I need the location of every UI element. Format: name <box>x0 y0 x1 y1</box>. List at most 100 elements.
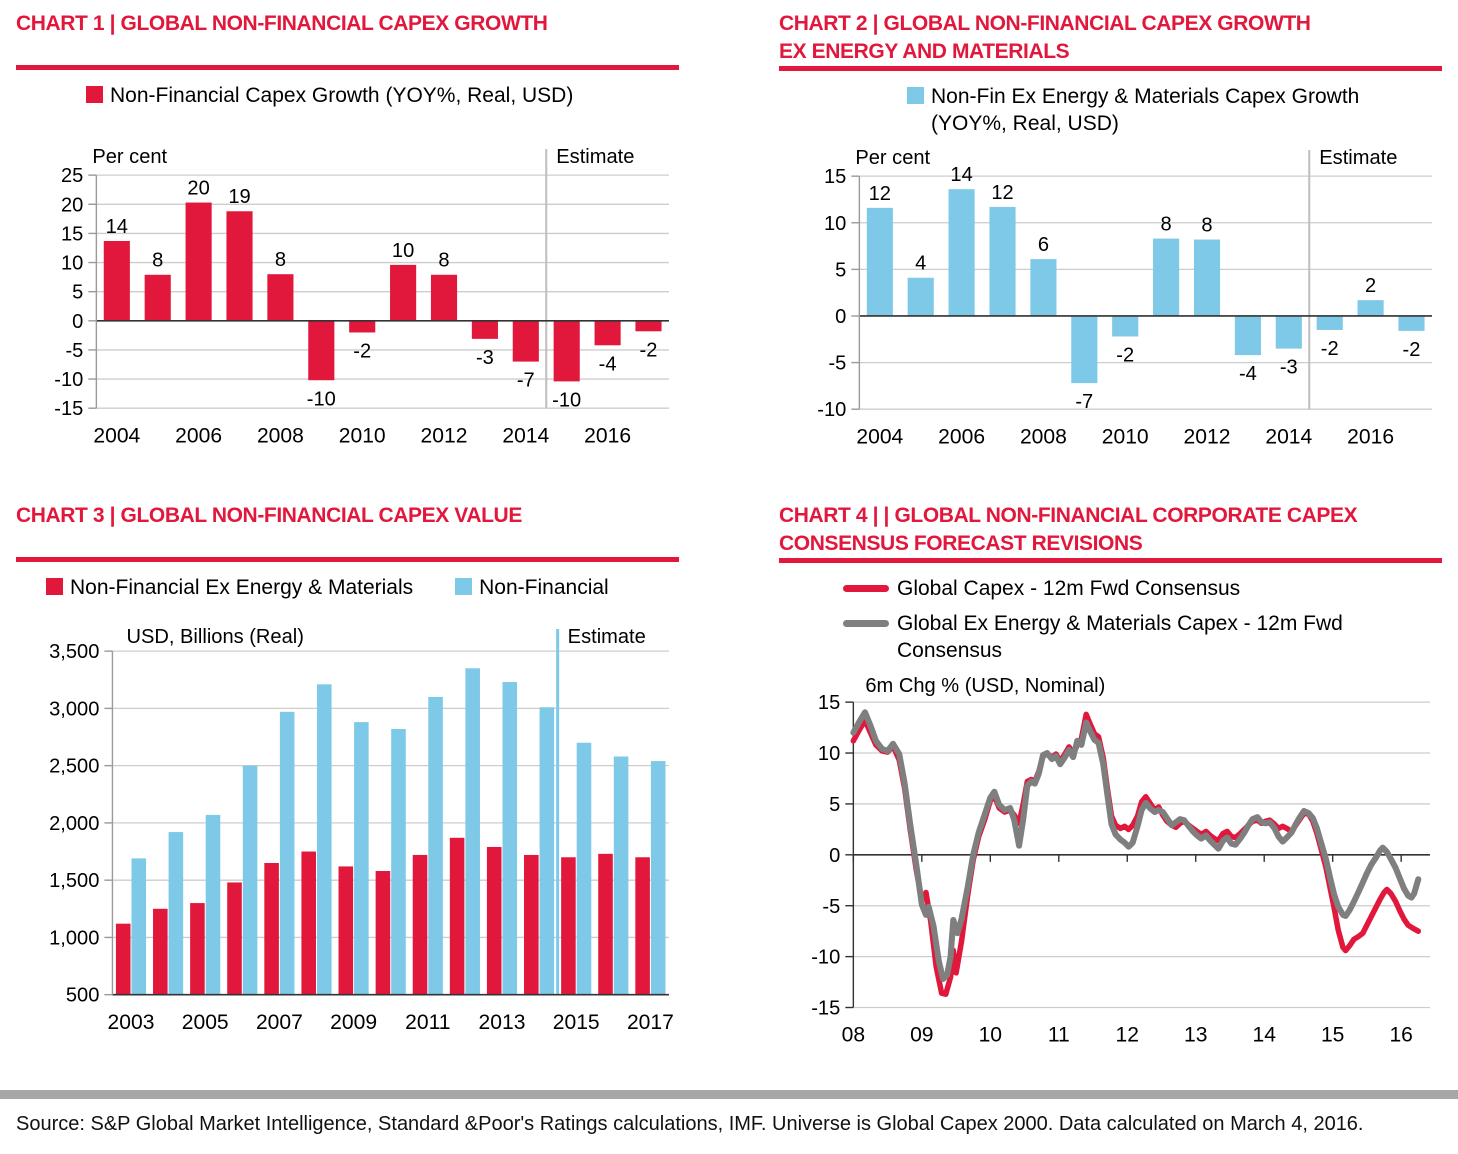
chart3-legend-label-nonfinancial: Non-Financial <box>479 575 609 599</box>
charts-grid: CHART 1 | GLOBAL NON-FINANCIAL CAPEX GRO… <box>16 10 1442 1074</box>
svg-text:-10: -10 <box>552 390 581 412</box>
chart1-legend: Non-Financial Capex Growth (YOY%, Real, … <box>86 83 679 141</box>
svg-text:2007: 2007 <box>256 1011 303 1034</box>
svg-text:-2: -2 <box>1321 339 1339 361</box>
chart1-plot: Estimate -15 -10 -5 0 5 10 15 20 25 14 8 20 19 8 -10 -2 1… <box>54 146 669 447</box>
chart3-legend-item-ex-energy: Non-Financial Ex Energy & Materials <box>46 575 413 602</box>
svg-text:0: 0 <box>835 306 846 328</box>
chart3-title: CHART 3 | GLOBAL NON-FINANCIAL CAPEX VAL… <box>16 503 522 527</box>
svg-text:Estimate: Estimate <box>556 146 634 168</box>
svg-text:2016: 2016 <box>584 424 631 447</box>
svg-text:-10: -10 <box>54 369 83 391</box>
svg-text:2: 2 <box>1365 276 1376 298</box>
chart1-legend-square-marker <box>86 86 103 103</box>
svg-text:20: 20 <box>187 178 209 200</box>
svg-text:500: 500 <box>66 985 100 1007</box>
svg-text:-3: -3 <box>476 347 494 369</box>
svg-text:10: 10 <box>979 1024 1002 1047</box>
svg-text:-2: -2 <box>1116 345 1134 367</box>
svg-text:10: 10 <box>61 253 83 275</box>
svg-text:3,500: 3,500 <box>49 641 99 663</box>
svg-text:09: 09 <box>910 1024 933 1047</box>
svg-text:20: 20 <box>61 194 83 216</box>
svg-text:2004: 2004 <box>93 424 140 447</box>
svg-text:11: 11 <box>1048 1024 1070 1047</box>
svg-text:2017: 2017 <box>627 1011 674 1034</box>
svg-text:8: 8 <box>275 249 286 271</box>
svg-text:Per cent: Per cent <box>855 148 930 170</box>
svg-text:25: 25 <box>61 165 83 187</box>
svg-text:1,000: 1,000 <box>49 927 99 949</box>
svg-text:-10: -10 <box>811 947 840 969</box>
svg-text:Estimate: Estimate <box>1319 148 1397 170</box>
chart3-legend-item-nonfinancial: Non-Financial <box>455 575 609 602</box>
svg-text:2005: 2005 <box>182 1011 229 1034</box>
chart3-panel: CHART 3 | GLOBAL NON-FINANCIAL CAPEX VAL… <box>16 502 679 1074</box>
svg-text:2016: 2016 <box>1347 426 1394 449</box>
svg-text:14: 14 <box>106 216 128 238</box>
svg-text:15: 15 <box>1321 1024 1344 1047</box>
svg-text:2004: 2004 <box>856 426 903 449</box>
chart2-panel: CHART 2 | GLOBAL NON-FINANCIAL CAPEX GRO… <box>779 10 1442 476</box>
svg-text:4: 4 <box>915 253 926 275</box>
svg-text:8: 8 <box>1161 214 1172 236</box>
svg-text:10: 10 <box>392 240 414 262</box>
svg-text:2015: 2015 <box>553 1011 600 1034</box>
svg-text:-3: -3 <box>1280 357 1298 379</box>
svg-text:-4: -4 <box>599 353 617 375</box>
svg-text:2014: 2014 <box>502 424 549 447</box>
svg-text:2,000: 2,000 <box>49 813 99 835</box>
svg-text:12: 12 <box>991 182 1013 204</box>
chart2-legend: Non-Fin Ex Energy & Materials Capex Grow… <box>907 84 1442 142</box>
svg-text:-7: -7 <box>1075 392 1093 414</box>
chart4-legend-red-line-marker <box>843 585 889 593</box>
svg-text:0: 0 <box>829 845 840 867</box>
chart3-title-rule <box>16 556 679 562</box>
svg-text:2010: 2010 <box>339 424 386 447</box>
svg-text:8: 8 <box>1201 215 1212 237</box>
chart3-plot: Estimate 500 1,000 1,500 2,000 2,500 3,000 3,50… <box>49 626 674 1034</box>
svg-text:-4: -4 <box>1239 364 1257 386</box>
chart3-legend-red-square-marker <box>46 577 63 595</box>
svg-text:19: 19 <box>228 186 250 208</box>
svg-text:8: 8 <box>152 250 163 272</box>
svg-text:-10: -10 <box>817 400 846 422</box>
svg-text:-5: -5 <box>828 353 846 375</box>
svg-text:13: 13 <box>1184 1024 1207 1047</box>
chart4-title-rule <box>779 558 1442 564</box>
svg-text:2014: 2014 <box>1265 426 1312 449</box>
svg-text:15: 15 <box>61 223 83 245</box>
svg-text:Estimate: Estimate <box>568 626 646 648</box>
svg-text:15: 15 <box>818 693 840 715</box>
chart4-legend: Global Capex - 12m Fwd Consensus Global … <box>843 576 1442 672</box>
svg-text:-7: -7 <box>517 370 535 392</box>
svg-text:15: 15 <box>824 167 846 189</box>
chart2-plot: Estimate -10 -5 0 5 10 15 12 4 14 12 6 -7 -2 8 8 -4 -3 -2 2… <box>817 148 1432 449</box>
svg-text:5: 5 <box>829 794 840 816</box>
chart3-legend: Non-Financial Ex Energy & Materials Non-… <box>46 575 679 621</box>
source-text: Source: S&P Global Market Intelligence, … <box>16 1113 1364 1136</box>
chart4-title: CHART 4 | | GLOBAL NON-FINANCIAL CORPORA… <box>779 503 1358 555</box>
svg-text:2012: 2012 <box>421 424 468 447</box>
svg-text:-10: -10 <box>307 388 336 410</box>
svg-text:5: 5 <box>72 282 83 304</box>
svg-text:2009: 2009 <box>330 1011 377 1034</box>
svg-text:-15: -15 <box>811 998 840 1020</box>
svg-text:2006: 2006 <box>938 426 985 449</box>
svg-text:-15: -15 <box>54 398 83 420</box>
svg-text:6m Chg % (USD, Nominal): 6m Chg % (USD, Nominal) <box>865 675 1105 697</box>
svg-text:2010: 2010 <box>1102 426 1149 449</box>
svg-text:3,000: 3,000 <box>49 698 99 720</box>
svg-text:12: 12 <box>869 183 891 205</box>
chart4-legend-label-ex-energy-capex: Global Ex Energy & Materials Capex - 12m… <box>897 612 1343 663</box>
svg-text:14: 14 <box>1252 1024 1276 1047</box>
chart3-legend-label-ex-energy: Non-Financial Ex Energy & Materials <box>70 575 414 599</box>
svg-text:-5: -5 <box>822 896 840 918</box>
svg-text:-2: -2 <box>1403 339 1421 361</box>
svg-text:10: 10 <box>824 213 846 235</box>
chart4-legend-gray-line-marker <box>843 620 889 628</box>
svg-text:2003: 2003 <box>108 1011 155 1034</box>
chart2-title: CHART 2 | GLOBAL NON-FINANCIAL CAPEX GRO… <box>779 12 1311 63</box>
svg-text:-2: -2 <box>640 339 658 361</box>
svg-text:2012: 2012 <box>1184 426 1231 449</box>
